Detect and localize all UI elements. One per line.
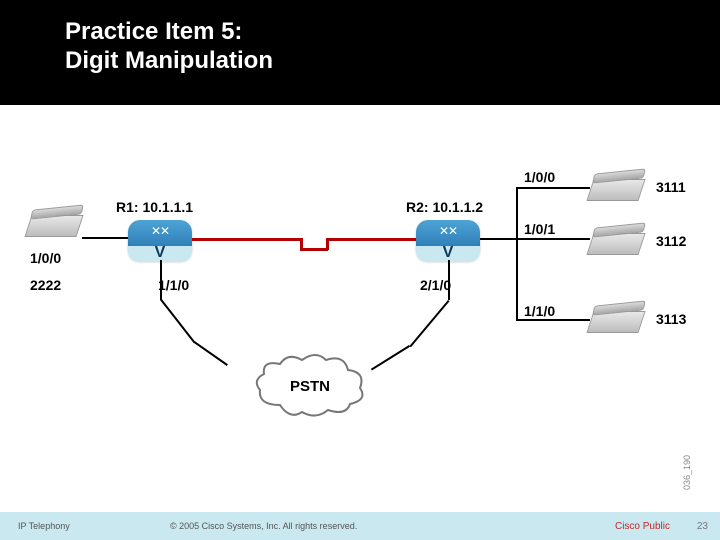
figure-code: 036_190 — [682, 455, 692, 490]
cloud-label: PSTN — [250, 378, 370, 395]
page-title: Practice Item 5: Digit Manipulation — [65, 18, 273, 76]
ext-label-r1: 3111 — [656, 179, 686, 195]
title-bar: Practice Item 5: Digit Manipulation — [0, 0, 720, 105]
router-label-r2: R2: 10.1.1.2 — [406, 199, 483, 215]
link-r2-bus — [516, 187, 518, 321]
link-r1-diag2 — [194, 341, 228, 366]
router-r1-icon: ✕✕ V — [128, 220, 192, 260]
link-r2-trunk — [480, 238, 516, 240]
link-branch-3 — [516, 319, 590, 321]
footer-bar: IP Telephony © 2005 Cisco Systems, Inc. … — [0, 512, 720, 540]
wan-seg-5 — [326, 238, 416, 241]
link-r1-diag — [160, 299, 195, 344]
title-line-2: Digit Manipulation — [65, 47, 273, 76]
port-label-r-1: 1/0/0 — [524, 169, 555, 185]
router-arrows-icon: ✕✕ — [128, 224, 192, 244]
router-arrows-icon: ✕✕ — [416, 224, 480, 244]
footer-right: Cisco Public — [615, 521, 670, 532]
footer-center: © 2005 Cisco Systems, Inc. All rights re… — [170, 521, 357, 531]
link-r2-diag2 — [371, 345, 410, 371]
link-branch-1 — [516, 187, 590, 189]
port-label-left-phone: 1/0/0 — [30, 250, 61, 266]
title-corner-block — [630, 0, 720, 90]
ext-label-left: 2222 — [30, 277, 61, 293]
link-r2-diag — [409, 300, 449, 347]
link-leftphone-r1 — [82, 237, 128, 239]
link-branch-2 — [516, 238, 590, 240]
ext-label-r2: 3112 — [656, 233, 686, 249]
phone-r1 — [590, 169, 646, 205]
phone-left — [28, 205, 84, 241]
title-line-1: Practice Item 5: — [65, 18, 273, 47]
port-label-r1-pstn: 1/1/0 — [158, 277, 189, 293]
port-label-r-2: 1/0/1 — [524, 221, 555, 237]
footer-page: 23 — [697, 521, 708, 532]
router-r2-icon: ✕✕ V — [416, 220, 480, 260]
ext-label-r3: 3113 — [656, 311, 686, 327]
phone-r3 — [590, 301, 646, 337]
wan-seg-3 — [300, 248, 328, 251]
footer-left: IP Telephony — [18, 521, 70, 531]
router-label-r1: R1: 10.1.1.1 — [116, 199, 193, 215]
wan-seg-1 — [192, 238, 302, 241]
port-label-r-3: 1/1/0 — [524, 303, 555, 319]
phone-r2 — [590, 223, 646, 259]
pstn-cloud: PSTN — [250, 350, 370, 420]
port-label-r2-pstn: 2/1/0 — [420, 277, 451, 293]
network-diagram: 1/0/0 2222 R1: 10.1.1.1 ✕✕ V R2: 10.1.1.… — [0, 105, 720, 495]
